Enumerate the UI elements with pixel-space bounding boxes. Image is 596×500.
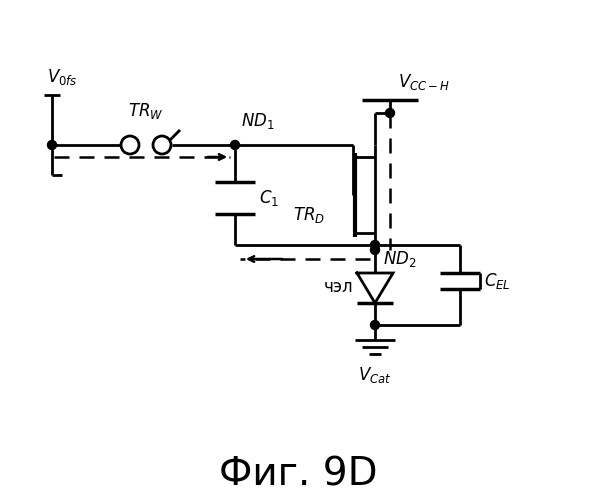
Circle shape	[48, 140, 57, 149]
Text: $C_1$: $C_1$	[259, 188, 279, 208]
Circle shape	[121, 136, 139, 154]
Circle shape	[371, 320, 380, 330]
Circle shape	[371, 240, 380, 250]
Text: Фиг. 9D: Фиг. 9D	[219, 456, 377, 494]
Text: $TR_D$: $TR_D$	[293, 205, 325, 225]
Text: $V_{Cat}$: $V_{Cat}$	[358, 365, 392, 385]
Text: $ND_2$: $ND_2$	[383, 249, 417, 269]
Text: $TR_W$: $TR_W$	[128, 101, 164, 121]
Circle shape	[231, 140, 240, 149]
Circle shape	[386, 108, 395, 118]
Text: чэл: чэл	[324, 278, 353, 296]
Text: $C_{EL}$: $C_{EL}$	[484, 271, 511, 291]
Text: $V_{0fs}$: $V_{0fs}$	[47, 67, 77, 87]
Text: $V_{CC-H}$: $V_{CC-H}$	[398, 72, 451, 92]
Circle shape	[153, 136, 171, 154]
Text: $ND_1$: $ND_1$	[241, 111, 275, 131]
Circle shape	[371, 246, 380, 254]
